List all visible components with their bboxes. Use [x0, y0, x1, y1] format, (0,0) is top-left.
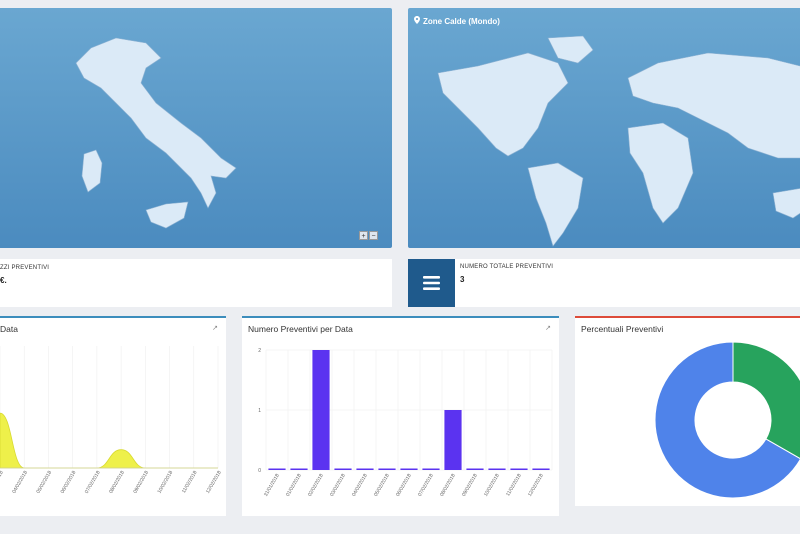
stat-value: €.	[0, 276, 7, 285]
bar	[290, 468, 308, 470]
area-chart: 02/02/2018 04/02/2018 05/02/2018 06/02/2018…	[0, 346, 223, 495]
stat-value: 3	[460, 275, 465, 284]
zoom-out-button[interactable]: −	[369, 231, 378, 240]
bar	[444, 410, 462, 470]
y-tick-label: 1	[258, 408, 261, 414]
x-tick-label: 05/02/2018	[35, 470, 53, 495]
bar	[334, 468, 352, 470]
bar	[466, 468, 484, 470]
x-tick-label: 08/02/2018	[439, 473, 457, 498]
map-pin-icon	[414, 16, 420, 26]
menu-icon[interactable]	[408, 259, 455, 307]
x-tick-label: 05/02/2018	[373, 473, 391, 498]
expand-icon[interactable]: ↗	[545, 325, 551, 332]
stat-card-left: ZZI PREVENTIVI €.	[0, 259, 392, 307]
y-tick-label: 2	[258, 348, 261, 354]
x-tick-label: 09/02/2018	[461, 473, 479, 498]
bar	[356, 468, 374, 470]
bar	[422, 468, 440, 470]
x-tick-label: 12/02/2018	[527, 473, 545, 498]
italy-shape	[75, 37, 237, 229]
zoom-controls: + −	[359, 231, 378, 240]
zoom-in-button[interactable]: +	[359, 231, 368, 240]
donut-slice	[732, 341, 800, 460]
x-tick-label: 10/02/2018	[483, 473, 501, 498]
bar	[510, 468, 528, 470]
bar	[488, 468, 506, 470]
x-tick-label: 31/01/2018	[263, 473, 281, 498]
donut-slice	[654, 341, 800, 499]
bar	[378, 468, 396, 470]
map-title-text: Zone Calde (Mondo)	[423, 16, 500, 26]
x-tick-label: 09/02/2018	[132, 470, 150, 495]
italy-map[interactable]: + −	[0, 8, 392, 248]
x-tick-label: 08/02/2018	[108, 470, 126, 495]
x-tick-label: 10/02/2018	[157, 470, 175, 495]
bar	[312, 350, 330, 470]
x-tick-label: 06/02/2018	[60, 470, 78, 495]
chart-card-donut: Percentuali Preventivi	[575, 316, 800, 506]
x-tick-label: 11/02/2018	[505, 473, 523, 498]
card-title: Numero Preventivi per Data	[248, 324, 353, 334]
x-tick-label: 11/02/2018	[181, 470, 199, 495]
card-title: Data	[0, 324, 18, 334]
bar	[400, 468, 418, 470]
bar	[268, 468, 286, 470]
x-tick-label: 01/02/2018	[285, 473, 303, 498]
stat-label: ZZI PREVENTIVI	[0, 265, 50, 271]
x-tick-label: 04/02/2018	[351, 473, 369, 498]
x-tick-label: 06/02/2018	[395, 473, 413, 498]
x-tick-label: 02/02/2018	[307, 473, 325, 498]
x-tick-label: 07/02/2018	[417, 473, 435, 498]
world-map[interactable]: Zone Calde (Mondo)	[408, 8, 800, 248]
bar	[532, 468, 550, 470]
card-title: Percentuali Preventivi	[581, 324, 664, 334]
donut-chart	[654, 341, 800, 499]
bar-chart: 0 1 2 31/01/2018 01/02/2018 02/02/2018 03/02/2…	[258, 348, 553, 498]
chart-card-area: Data ↗ 02/02/2018 04/02/2018 05/02/2018 06/…	[0, 316, 226, 516]
world-shapes	[437, 35, 800, 247]
y-tick-label: 0	[258, 468, 261, 474]
chart-card-bar: Numero Preventivi per Data ↗ 0 1 2 31/01/20…	[242, 316, 559, 516]
expand-icon[interactable]: ↗	[212, 325, 218, 332]
x-tick-label: 02/02/2018	[0, 470, 5, 495]
x-tick-label: 12/02/2018	[205, 470, 223, 495]
x-tick-label: 04/02/2018	[11, 470, 29, 495]
stat-card-right: NUMERO TOTALE PREVENTIVI 3	[408, 259, 800, 307]
map-title: Zone Calde (Mondo)	[414, 16, 500, 26]
stat-label: NUMERO TOTALE PREVENTIVI	[460, 264, 554, 270]
area-series	[0, 412, 218, 469]
x-tick-label: 07/02/2018	[84, 470, 102, 495]
x-tick-label: 03/02/2018	[329, 473, 347, 498]
